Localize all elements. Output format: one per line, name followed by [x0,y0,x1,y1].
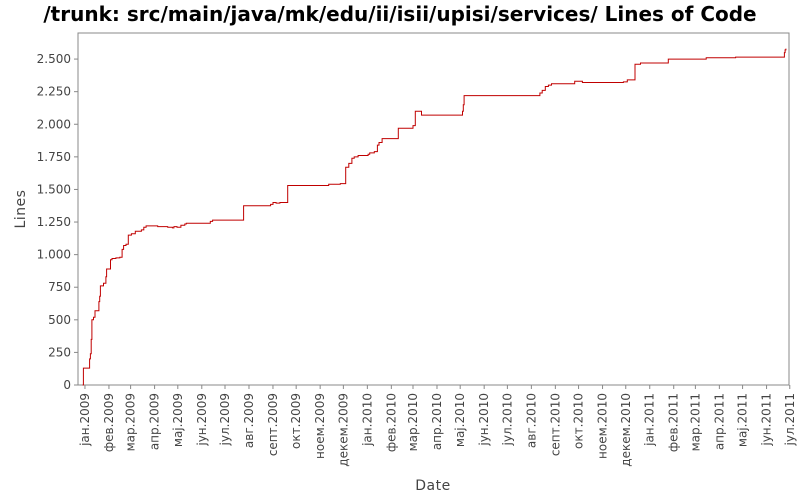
y-tick-label: 2.500 [37,52,71,66]
x-tick-label: мај.2010 [453,393,467,447]
y-tick-label: 1.250 [37,215,71,229]
y-tick-label: 1.000 [37,248,71,262]
chart-title: /trunk: src/main/java/mk/edu/ii/isii/upi… [43,2,756,26]
y-tick-label: 500 [48,313,71,327]
x-tick-label: окт.2010 [572,393,586,449]
y-tick-label: 2.250 [37,85,71,99]
plot-area [77,32,790,386]
x-tick-label: јан.2011 [643,393,657,447]
x-tick-label: јан.2010 [360,393,374,447]
x-tick-label: фев.2009 [102,393,116,452]
y-axis: 0 250 500 750 1.000 1.250 1.500 1.750 2.000 2.250… [37,52,78,392]
x-tick-label: мај.2009 [171,393,185,447]
x-tick-label: апр.2009 [148,393,162,450]
x-tick-label: септ.2010 [548,393,562,456]
x-tick-label: авг.2010 [524,393,538,448]
x-tick-label: декем.2009 [336,393,350,467]
y-tick-label: 0 [63,378,71,392]
y-axis-label: Lines [13,190,29,229]
x-tick-label: јун.2009 [195,393,209,447]
x-axis-label: Date [415,478,450,494]
x-tick-label: јул.2011 [783,393,797,446]
y-tick-label: 1.750 [37,150,71,164]
x-tick-label: апр.2011 [712,393,726,450]
x-tick-label: јун.2011 [760,393,774,447]
x-tick-label: јул.2010 [500,393,514,446]
x-tick-label: јун.2010 [477,393,491,447]
x-axis: јан.2009 фев.2009 мар.2009 апр.2009 мај.2009… [78,385,797,467]
x-tick-label: мар.2010 [406,393,420,451]
x-tick-label: фев.2011 [667,393,681,452]
x-tick-label: јан.2009 [78,393,92,447]
x-tick-label: декем.2010 [619,393,633,467]
x-tick-label: апр.2010 [430,393,444,450]
x-tick-label: ноем.2010 [596,393,610,459]
series-line [82,48,787,386]
x-tick-label: јул.2009 [218,393,232,446]
x-tick-label: мај.2011 [736,393,750,447]
y-tick-label: 750 [48,280,71,294]
x-tick-label: мар.2011 [688,393,702,451]
x-tick-label: фев.2010 [384,393,398,452]
x-tick-label: септ.2009 [266,393,280,456]
y-tick-label: 1.500 [37,182,71,196]
x-tick-label: ноем.2009 [313,393,327,459]
x-tick-label: мар.2009 [124,393,138,451]
y-tick-label: 2.000 [37,117,71,131]
y-tick-label: 250 [48,345,71,359]
x-tick-label: окт.2009 [289,393,303,449]
x-tick-label: авг.2009 [242,393,256,448]
